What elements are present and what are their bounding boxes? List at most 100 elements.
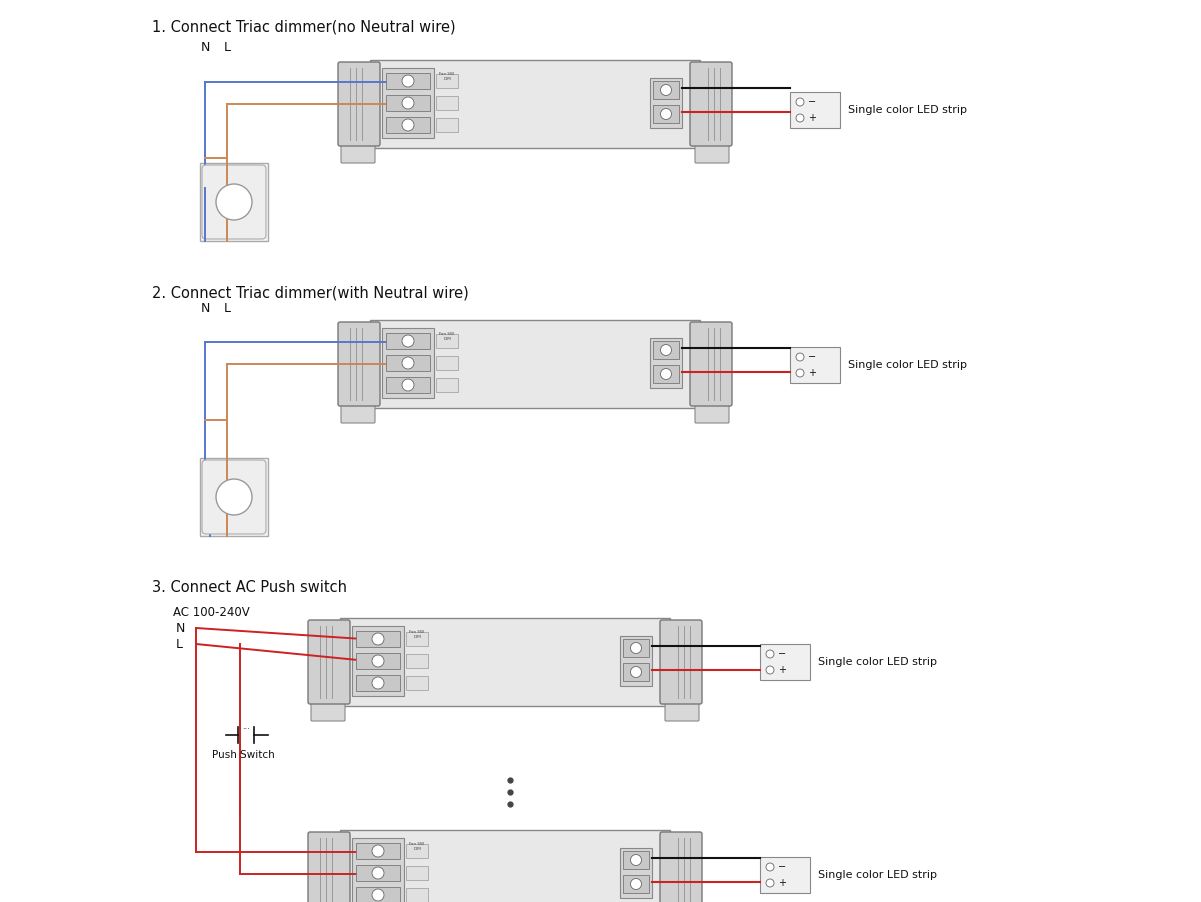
Bar bbox=[760, 857, 809, 893]
Bar bbox=[406, 654, 428, 668]
Circle shape bbox=[766, 879, 773, 887]
Text: −: − bbox=[778, 862, 787, 872]
Text: Single color LED strip: Single color LED strip bbox=[848, 105, 967, 115]
Circle shape bbox=[216, 479, 252, 515]
Text: Single color LED strip: Single color LED strip bbox=[818, 870, 937, 880]
Bar bbox=[436, 96, 458, 110]
Bar bbox=[355, 843, 400, 859]
Circle shape bbox=[661, 345, 671, 355]
Bar bbox=[386, 355, 430, 371]
Circle shape bbox=[631, 667, 641, 677]
Bar bbox=[382, 328, 434, 398]
Bar bbox=[340, 830, 670, 902]
Circle shape bbox=[631, 879, 641, 889]
FancyBboxPatch shape bbox=[695, 403, 729, 423]
Text: Push Switch: Push Switch bbox=[213, 750, 275, 760]
Bar bbox=[355, 653, 400, 669]
Bar bbox=[340, 618, 670, 706]
Bar bbox=[352, 626, 404, 696]
Circle shape bbox=[796, 369, 803, 377]
Bar bbox=[653, 365, 679, 383]
FancyBboxPatch shape bbox=[307, 832, 349, 902]
FancyBboxPatch shape bbox=[341, 403, 375, 423]
Circle shape bbox=[766, 666, 773, 674]
Text: +: + bbox=[778, 878, 785, 888]
Text: Fan SW: Fan SW bbox=[440, 332, 454, 336]
Text: Fan SW: Fan SW bbox=[410, 630, 425, 634]
FancyBboxPatch shape bbox=[337, 62, 380, 146]
FancyBboxPatch shape bbox=[307, 620, 349, 704]
Text: +: + bbox=[808, 113, 815, 123]
FancyBboxPatch shape bbox=[691, 322, 731, 406]
Bar bbox=[790, 347, 839, 383]
Bar bbox=[406, 632, 428, 646]
Circle shape bbox=[631, 642, 641, 654]
Text: Single color LED strip: Single color LED strip bbox=[818, 657, 937, 667]
Circle shape bbox=[402, 75, 414, 87]
Bar bbox=[620, 848, 652, 898]
Bar bbox=[370, 320, 700, 408]
Bar bbox=[406, 888, 428, 902]
Text: AC 100-240V: AC 100-240V bbox=[173, 605, 250, 619]
Circle shape bbox=[766, 863, 773, 871]
Circle shape bbox=[402, 335, 414, 347]
Circle shape bbox=[372, 655, 384, 667]
Bar bbox=[790, 92, 839, 128]
Text: −: − bbox=[808, 352, 817, 362]
Text: −: − bbox=[808, 97, 817, 107]
Bar bbox=[623, 851, 649, 869]
Bar bbox=[386, 95, 430, 111]
Bar bbox=[406, 866, 428, 880]
Circle shape bbox=[796, 114, 803, 122]
Text: L: L bbox=[177, 638, 183, 650]
Bar bbox=[201, 163, 268, 241]
Circle shape bbox=[372, 889, 384, 901]
Text: Single color LED strip: Single color LED strip bbox=[848, 360, 967, 370]
Circle shape bbox=[796, 353, 803, 361]
Bar bbox=[436, 334, 458, 348]
Circle shape bbox=[661, 85, 671, 96]
Circle shape bbox=[372, 845, 384, 857]
FancyBboxPatch shape bbox=[661, 832, 703, 902]
Bar bbox=[352, 838, 404, 902]
FancyBboxPatch shape bbox=[202, 460, 265, 534]
Bar bbox=[355, 865, 400, 881]
Bar bbox=[623, 663, 649, 681]
FancyBboxPatch shape bbox=[665, 701, 699, 721]
Bar bbox=[406, 844, 428, 858]
Circle shape bbox=[796, 98, 803, 106]
FancyBboxPatch shape bbox=[311, 701, 345, 721]
Circle shape bbox=[402, 119, 414, 131]
Text: ...: ... bbox=[243, 722, 250, 731]
Bar bbox=[370, 60, 700, 148]
Text: DIM: DIM bbox=[443, 77, 450, 81]
Bar bbox=[355, 631, 400, 647]
Bar bbox=[650, 338, 682, 388]
Bar bbox=[436, 356, 458, 370]
Text: N: N bbox=[201, 41, 210, 54]
Bar bbox=[436, 378, 458, 392]
Bar bbox=[653, 341, 679, 359]
Bar bbox=[382, 68, 434, 138]
FancyBboxPatch shape bbox=[337, 322, 380, 406]
Text: DIM: DIM bbox=[413, 847, 420, 851]
Bar bbox=[201, 458, 268, 536]
Bar bbox=[386, 377, 430, 393]
Bar bbox=[436, 118, 458, 132]
Circle shape bbox=[372, 633, 384, 645]
Bar bbox=[653, 105, 679, 123]
Bar bbox=[386, 333, 430, 349]
Circle shape bbox=[402, 97, 414, 109]
Bar bbox=[760, 644, 809, 680]
Circle shape bbox=[216, 184, 252, 220]
Text: 3. Connect AC Push switch: 3. Connect AC Push switch bbox=[153, 580, 347, 595]
Text: −: − bbox=[778, 649, 787, 659]
Text: DIM: DIM bbox=[443, 337, 450, 341]
Text: Fan SW: Fan SW bbox=[410, 842, 425, 846]
Text: N: N bbox=[201, 302, 210, 315]
FancyBboxPatch shape bbox=[691, 62, 731, 146]
Circle shape bbox=[661, 108, 671, 119]
Bar bbox=[406, 676, 428, 690]
Bar bbox=[355, 675, 400, 691]
Bar bbox=[623, 639, 649, 657]
